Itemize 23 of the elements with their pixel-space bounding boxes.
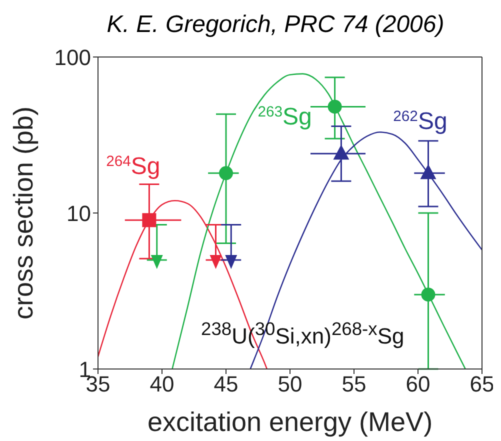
point [225,254,238,269]
line-series [172,73,466,369]
y-tick-label: 10 [66,200,91,226]
series-label: $^{262}$Sg [393,108,448,136]
point [219,166,233,180]
x-tick-label: 45 [214,372,238,397]
y-tick-label: 100 [54,44,91,70]
x-tick-label: 50 [278,372,302,397]
point [142,213,156,228]
point [333,144,350,160]
point [210,254,222,269]
x-tick-label: 55 [342,372,366,397]
x-tick-label: 60 [406,372,430,397]
x-tick-label: 65 [470,372,494,397]
series-label: $^{264}$Sg [106,153,160,180]
point [150,254,163,269]
x-tick-label: 40 [150,372,174,397]
x-axis-title: excitation energy (MeV) [147,407,433,437]
point [420,164,436,180]
chart-title: K. E. Gregorich, PRC 74 (2006) [106,10,446,40]
point [328,100,342,114]
y-axis-title: cross section (pb) [8,106,39,320]
series-label: $^{263}$Sg [258,104,312,131]
